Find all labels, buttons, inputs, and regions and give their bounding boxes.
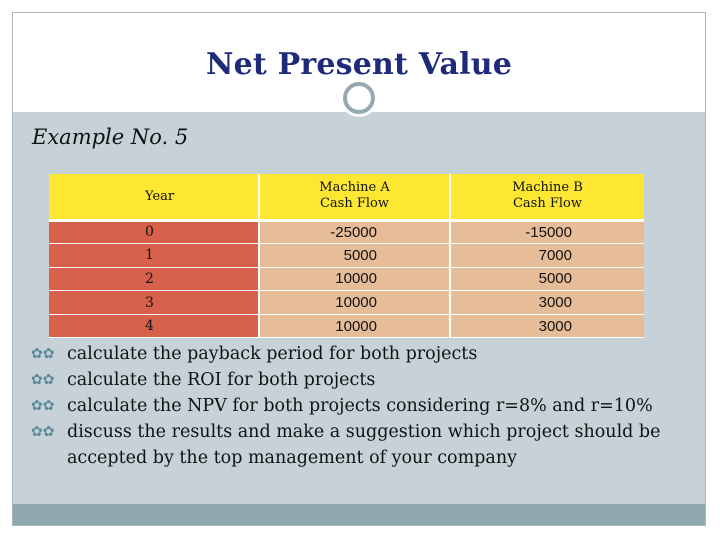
table-row: 4 10000 3000 bbox=[49, 314, 644, 339]
cell-year: 2 bbox=[49, 267, 260, 292]
cell-machine-a: 10000 bbox=[259, 267, 451, 292]
cell-machine-a: 10000 bbox=[259, 290, 451, 315]
slide-title: Net Present Value bbox=[205, 47, 512, 82]
header-machine-b-line2: Cash Flow bbox=[512, 196, 582, 212]
ornamental-bullet-icon: ✿✿ bbox=[31, 424, 55, 440]
list-item: ✿✿ calculate the payback period for both … bbox=[31, 341, 671, 367]
slide-subtitle: Example No. 5 bbox=[32, 125, 189, 149]
cell-machine-b: 5000 bbox=[450, 267, 644, 292]
ornamental-bullet-icon: ✿✿ bbox=[31, 372, 55, 388]
cell-machine-a: 10000 bbox=[259, 314, 451, 339]
cell-machine-b: 3000 bbox=[450, 290, 644, 315]
table-row: 1 5000 7000 bbox=[49, 243, 644, 268]
header-year: Year bbox=[49, 174, 260, 222]
header-machine-a-line2: Cash Flow bbox=[319, 196, 389, 212]
table-row: 0 -25000 -15000 bbox=[49, 220, 644, 245]
ring-divider-icon bbox=[340, 79, 378, 117]
ornamental-bullet-icon: ✿✿ bbox=[31, 346, 55, 362]
cell-machine-b: 7000 bbox=[450, 243, 644, 268]
table-header-row: Year Machine A Cash Flow Machine B Cash Fl… bbox=[49, 174, 644, 222]
cell-year: 3 bbox=[49, 290, 260, 315]
list-item: ✿✿ calculate the ROI for both projects bbox=[31, 367, 671, 393]
list-item: ✿✿ discuss the results and make a suggest… bbox=[31, 419, 671, 471]
task-text: calculate the ROI for both projects bbox=[67, 370, 376, 390]
header-machine-b-line1: Machine B bbox=[512, 180, 583, 196]
cell-year: 1 bbox=[49, 243, 260, 268]
slide: Net Present Value Example No. 5 Year Mac… bbox=[12, 12, 706, 526]
header-machine-a: Machine A Cash Flow bbox=[259, 174, 451, 222]
cash-flow-table: Year Machine A Cash Flow Machine B Cash Fl… bbox=[49, 174, 644, 339]
task-list: ✿✿ calculate the payback period for both … bbox=[31, 341, 671, 471]
cell-machine-a: 5000 bbox=[259, 243, 451, 268]
cell-year: 4 bbox=[49, 314, 260, 339]
list-item: ✿✿ calculate the NPV for both projects co… bbox=[31, 393, 671, 419]
cell-machine-a: -25000 bbox=[259, 220, 451, 245]
footer-bar bbox=[13, 504, 705, 525]
cell-machine-b: -15000 bbox=[450, 220, 644, 245]
header-machine-a-line1: Machine A bbox=[319, 180, 390, 196]
header-machine-b: Machine B Cash Flow bbox=[450, 174, 644, 222]
ornamental-bullet-icon: ✿✿ bbox=[31, 398, 55, 414]
task-text: calculate the NPV for both projects cons… bbox=[67, 396, 653, 416]
task-text: calculate the payback period for both pr… bbox=[67, 344, 478, 364]
cell-year: 0 bbox=[49, 220, 260, 245]
table-row: 2 10000 5000 bbox=[49, 267, 644, 292]
table-row: 3 10000 3000 bbox=[49, 290, 644, 315]
task-text: discuss the results and make a suggestio… bbox=[67, 422, 661, 468]
cell-machine-b: 3000 bbox=[450, 314, 644, 339]
